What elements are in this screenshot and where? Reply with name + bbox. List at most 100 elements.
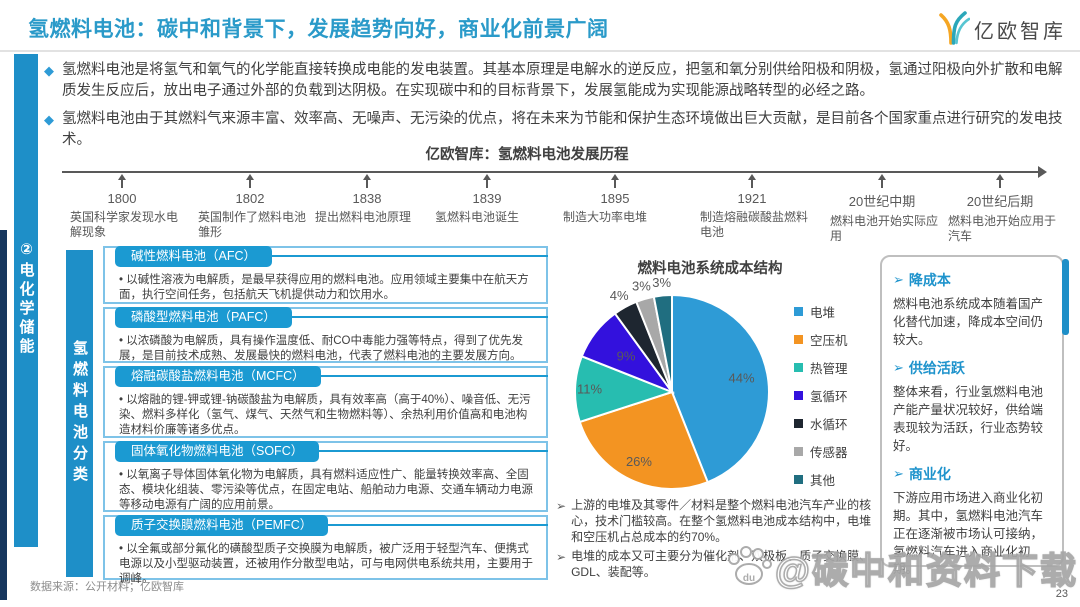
page-number: 23 — [1055, 588, 1068, 600]
data-source-note: 数据来源：公开材料；亿欧智库 — [30, 581, 184, 593]
timeline-year: 1800 — [107, 191, 137, 206]
fuel-cell-type-card: 磷酸型燃料电池（PAFC） • 以浓磷酸为电解质，具有操作温度低、耐CO中毒能力… — [103, 307, 548, 363]
legend-label: 其他 — [810, 474, 836, 488]
insight-section-title: 供给活跃 — [908, 360, 965, 377]
card-title-pill: 质子交换膜燃料电池（PEMFC） — [115, 515, 329, 536]
card-title-rule — [328, 524, 548, 526]
intro-bullet: ◆ 氢燃料电池由于其燃料气来源丰富、效率高、无噪声、无污染的优点，将在未来为节能… — [44, 109, 1064, 151]
brand-logo: 亿欧智库 — [938, 9, 1066, 50]
timeline-year: 1839 — [472, 191, 502, 206]
legend-swatch — [794, 419, 803, 428]
diamond-bullet-icon: ◆ — [44, 63, 54, 78]
card-body-text: • 以全氟或部分氟化的磺酸型质子交换膜为电解质，被广泛用于轻型汽车、便携式电源以… — [119, 543, 533, 586]
legend-swatch — [794, 363, 803, 372]
timeline-event: 1895 制造大功率电堆 — [553, 174, 677, 225]
legend-label: 水循环 — [810, 418, 848, 432]
insight-section-text: 下游应用市场进入商业化初期。其中，氢燃料电池汽车正在逐渐被市场认可接纳，氢燃料汽… — [893, 491, 1044, 577]
intro-bullet-text: 氢燃料电池是将氢气和氧气的化学能直接转换成电能的发电装置。其基本原理是电解水的逆… — [62, 62, 1063, 100]
timeline-year: 1838 — [352, 191, 382, 206]
legend-item: 氢循环 — [794, 386, 848, 405]
legend-item: 其他 — [794, 470, 848, 489]
legend-swatch — [794, 307, 803, 316]
brand-logo-text: 亿欧智库 — [974, 21, 1066, 43]
timeline-event: 1802 英国制作了燃料电池雏形 — [188, 174, 312, 240]
arrow-bullet-icon: ➢ — [893, 466, 904, 482]
timeline-year: 20世纪后期 — [966, 194, 1034, 209]
watermark: du @碳中和资料下载 — [723, 541, 1078, 594]
svg-text:9%: 9% — [617, 348, 636, 363]
legend-label: 空压机 — [810, 334, 848, 348]
svg-text:11%: 11% — [577, 381, 602, 396]
timeline-desc: 氢燃料电池诞生 — [435, 210, 520, 224]
legend-item: 电堆 — [794, 302, 848, 321]
watermark-text: @碳中和资料下载 — [774, 549, 1078, 592]
card-title-pill: 固体氧化物燃料电池（SOFC） — [115, 441, 320, 462]
up-arrow-icon — [878, 174, 886, 188]
card-body-text: • 以氧离子导体固体氧化物为电解质，具有燃料适应性广、能量转换效率高、全固态、模… — [119, 469, 533, 512]
left-navy-strip — [0, 230, 7, 600]
legend-item: 水循环 — [794, 414, 848, 433]
card-title-pill: 碱性燃料电池（AFC） — [115, 246, 273, 267]
timeline-desc: 燃料电池开始实际应用 — [830, 214, 939, 243]
card-title-rule — [320, 375, 548, 377]
legend-label: 氢循环 — [810, 390, 848, 404]
insight-panel: ➢ 降成本 燃料电池系统成本随着国产化替代加速，降成本空间仍较大。 ➢ 供给活跃… — [880, 255, 1064, 576]
legend-item: 传感器 — [794, 442, 848, 461]
timeline-desc: 制造熔融碳酸盐燃料电池 — [700, 210, 809, 239]
paw-badge-icon: du — [723, 541, 775, 594]
up-arrow-icon — [748, 174, 756, 188]
panel-blue-accent — [1062, 259, 1069, 335]
timeline-year: 1895 — [600, 191, 630, 206]
timeline-desc: 英国制作了燃料电池雏形 — [198, 210, 307, 239]
insight-section-header: ➢ 供给活跃 — [893, 358, 1051, 378]
insight-section-header: ➢ 商业化 — [893, 464, 1051, 484]
fuel-cell-type-card: 碱性燃料电池（AFC） • 以碱性溶液为电解质，是最早获得应用的燃料电池。应用领… — [103, 246, 548, 304]
insight-section-title: 商业化 — [908, 466, 951, 483]
arrow-bullet-icon: ➢ — [556, 550, 567, 565]
sidebar-section-label: ②电化学储能 — [17, 240, 35, 357]
intro-bullet-text: 氢燃料电池由于其燃料气来源丰富、效率高、无噪声、无污染的优点，将在未来为节能和保… — [62, 111, 1063, 149]
card-title-pill: 磷酸型燃料电池（PAFC） — [115, 307, 292, 328]
card-body-text: • 以浓磷酸为电解质，具有操作温度低、耐CO中毒能力强等特点，得到了优先发展，是… — [119, 335, 523, 363]
timeline-title: 亿欧智库：氢燃料电池发展历程 — [425, 147, 629, 163]
intro-section: ◆ 氢燃料电池是将氢气和氧气的化学能直接转换成电能的发电装置。其基本原理是电解水… — [44, 60, 1064, 158]
timeline-desc: 提出燃料电池原理 — [315, 210, 412, 224]
card-body-text: • 以碱性溶液为电解质，是最早获得应用的燃料电池。应用领域主要集中在航天方面，执… — [119, 274, 529, 302]
timeline-axis-arrowhead — [1038, 166, 1047, 178]
svg-text:3%: 3% — [652, 275, 671, 290]
svg-text:44%: 44% — [729, 371, 755, 386]
legend-item: 热管理 — [794, 358, 848, 377]
timeline-event: 1839 氢燃料电池诞生 — [425, 174, 549, 225]
timeline-event: 20世纪后期 燃料电池开始应用于汽车 — [938, 174, 1062, 244]
pie-chart-title: 燃料电池系统成本结构 — [637, 261, 783, 277]
card-title-rule — [291, 316, 548, 318]
fuel-cell-type-card: 质子交换膜燃料电池（PEMFC） • 以全氟或部分氟化的磺酸型质子交换膜为电解质… — [103, 515, 548, 585]
timeline-desc: 燃料电池开始应用于汽车 — [948, 214, 1057, 243]
legend-label: 热管理 — [810, 362, 848, 376]
legend-item: 空压机 — [794, 330, 848, 349]
note-item: ➢ 上游的电堆及其零件／材料是整个燃料电池汽车产业的核心，技术门槛较高。在整个氢… — [556, 498, 874, 545]
card-title-rule — [319, 450, 548, 452]
cost-structure-pie-chart: 44%26%11%9%4%3% 3% — [574, 275, 770, 490]
up-arrow-icon — [996, 174, 1004, 188]
header-bar: 氢燃料电池：碳中和背景下，发展趋势向好，商业化前景广阔 亿欧智库 — [0, 0, 1080, 52]
insight-section-title: 降成本 — [908, 272, 951, 288]
svg-text:4%: 4% — [610, 288, 629, 303]
legend-swatch — [794, 447, 803, 456]
timeline-event: 1921 制造熔融碳酸盐燃料电池 — [690, 174, 814, 240]
svg-text:du: du — [743, 573, 755, 584]
note-text: 上游的电堆及其零件／材料是整个燃料电池汽车产业的核心，技术门槛较高。在整个氢燃料… — [571, 498, 872, 544]
up-arrow-icon — [611, 174, 619, 188]
legend-swatch — [794, 475, 803, 484]
up-arrow-icon — [118, 174, 126, 188]
legend-swatch — [794, 335, 803, 344]
timeline-event: 20世纪中期 燃料电池开始实际应用 — [820, 174, 944, 244]
pie-notes: ➢ 上游的电堆及其零件／材料是整个燃料电池汽车产业的核心，技术门槛较高。在整个氢… — [556, 498, 874, 585]
timeline-desc: 制造大功率电堆 — [563, 210, 648, 224]
up-arrow-icon — [363, 174, 371, 188]
card-title-pill: 熔融碳酸盐燃料电池（MCFC） — [115, 366, 321, 387]
card-body-text: • 以熔融的锂-钾或锂-钠碳酸盐为电解质，具有效率高（高于40%）、噪音低、无污… — [119, 394, 531, 437]
timeline-event: 1800 英国科学家发现水电解现象 — [60, 174, 184, 240]
arrow-bullet-icon: ➢ — [893, 360, 904, 376]
